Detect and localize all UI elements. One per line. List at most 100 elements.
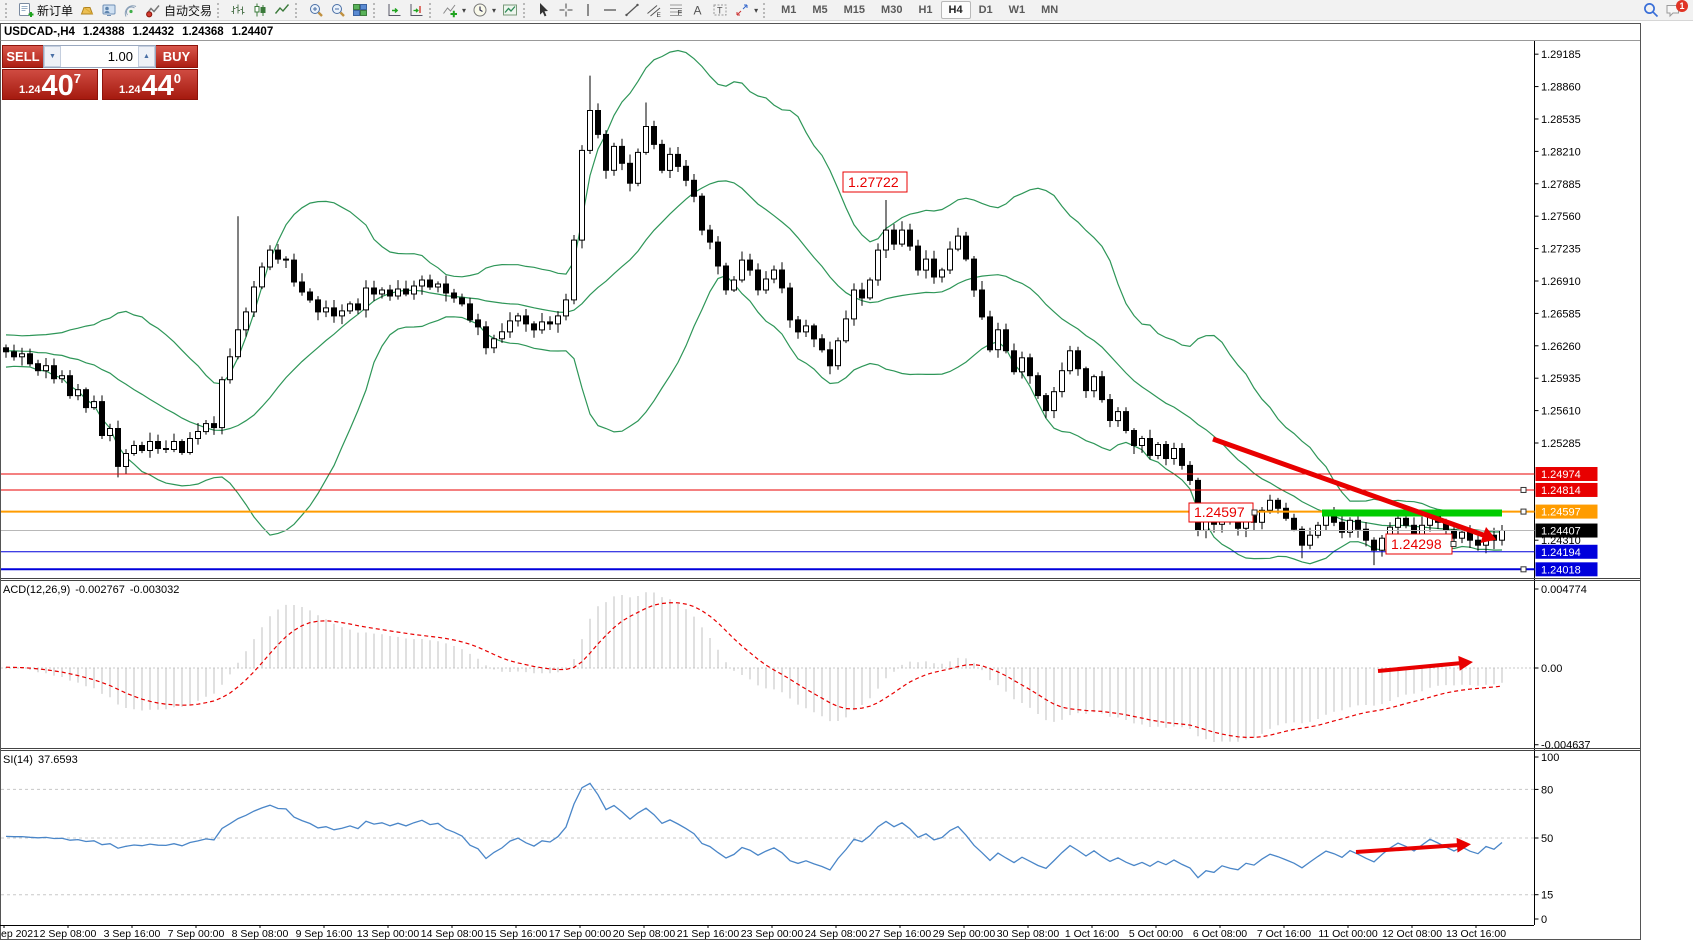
- metaeditor-button[interactable]: [98, 1, 120, 20]
- zoom-out-button[interactable]: [327, 1, 349, 20]
- time-axis: ep 2021 2 Sep 08:00 3 Sep 16:00 7 Sep 00:00…: [1, 925, 1506, 940]
- timeframe-mn[interactable]: MN: [1041, 4, 1059, 16]
- horizontal-line-button[interactable]: [599, 1, 621, 20]
- toolbar-drag-handle[interactable]: [523, 2, 529, 18]
- candle-body: [459, 297, 465, 305]
- line-handle[interactable]: [1520, 486, 1527, 493]
- toolbar-drag-handle[interactable]: [763, 2, 769, 18]
- equidistant-channel-button[interactable]: E: [643, 1, 665, 20]
- time-axis-label: 8 Sep 08:00: [232, 928, 289, 940]
- timeframe-d1[interactable]: D1: [978, 4, 993, 16]
- chart-shift-button[interactable]: [405, 1, 427, 20]
- candle-body: [827, 349, 833, 367]
- candle-body: [67, 375, 73, 397]
- timeframe-m1[interactable]: M1: [781, 4, 797, 16]
- candle-body: [1283, 507, 1289, 519]
- line-handle[interactable]: [1520, 566, 1527, 573]
- candle-body: [787, 287, 793, 321]
- rsi-header: SI(14) 37.6593: [3, 754, 83, 766]
- candle-body: [299, 281, 305, 293]
- candle-body: [859, 289, 865, 299]
- candle-body: [1051, 391, 1057, 412]
- timeframe-m30[interactable]: M30: [881, 4, 903, 16]
- notifications-button[interactable]: 1: [1662, 0, 1688, 20]
- new-order-button[interactable]: 新订单: [15, 1, 76, 20]
- candle-body: [1307, 534, 1313, 546]
- toolbar-drag-handle[interactable]: [5, 2, 11, 18]
- candle-body: [819, 338, 825, 351]
- time-axis-label: 3 Sep 16:00: [104, 928, 161, 940]
- candle-body: [1187, 464, 1193, 481]
- macd-signal-line: [5, 602, 1503, 739]
- trend-arrow-line[interactable]: [1377, 661, 1463, 673]
- volume-decrease-button[interactable]: ▼: [44, 46, 61, 67]
- periods-button[interactable]: ▾: [469, 1, 499, 20]
- line-handle[interactable]: [1520, 508, 1527, 515]
- indicators-button[interactable]: ▾: [439, 1, 469, 20]
- toolbar-drag-handle[interactable]: [429, 2, 435, 18]
- text-button[interactable]: A: [687, 1, 709, 20]
- candle-body: [1083, 368, 1089, 392]
- volume-increase-button[interactable]: ▲: [138, 46, 155, 67]
- tile-windows-button[interactable]: [349, 1, 371, 20]
- timeframe-h4[interactable]: H4: [940, 1, 971, 19]
- sell-price-display[interactable]: 1.24 40 7: [2, 69, 98, 101]
- toolbar-drag-handle[interactable]: [373, 2, 379, 18]
- trend-arrow-line[interactable]: [1355, 843, 1461, 854]
- timeframe-h1[interactable]: H1: [918, 4, 933, 16]
- vertical-line-icon: [580, 2, 596, 18]
- toolbar-drag-handle[interactable]: [217, 2, 223, 18]
- sell-price-sup: 7: [73, 71, 81, 86]
- trend-arrow-head[interactable]: [1480, 526, 1497, 544]
- signals-button[interactable]: [120, 1, 142, 20]
- candle-body: [715, 241, 721, 267]
- templates-button[interactable]: [499, 1, 521, 20]
- auto-scroll-button[interactable]: [383, 1, 405, 20]
- trendline-button[interactable]: [621, 1, 643, 20]
- text-label-button[interactable]: T: [709, 1, 731, 20]
- candle-body: [419, 279, 425, 287]
- time-axis-label: 21 Sep 16:00: [677, 928, 740, 940]
- sell-button[interactable]: SELL: [2, 45, 43, 68]
- cursor-button[interactable]: [533, 1, 555, 20]
- auto-trading-button[interactable]: 自动交易: [142, 1, 215, 20]
- callout-handle[interactable]: [1450, 541, 1457, 547]
- candlestick-chart-button[interactable]: [249, 1, 271, 20]
- price-callout-box[interactable]: [842, 171, 908, 193]
- volume-stepper: ▼ 1.00 ▲: [43, 45, 156, 68]
- candle-body: [803, 325, 809, 333]
- market-button[interactable]: [76, 1, 98, 20]
- candle-body: [675, 153, 681, 167]
- buy-price-display[interactable]: 1.24 44 0: [102, 69, 198, 101]
- svg-text:T: T: [717, 6, 723, 16]
- callout-handle[interactable]: [1251, 509, 1258, 516]
- crosshair-button[interactable]: [555, 1, 577, 20]
- vertical-line-button[interactable]: [577, 1, 599, 20]
- price-label-text: 1.24814: [1541, 485, 1581, 497]
- arrows-button[interactable]: ▾: [731, 1, 761, 20]
- candle-body: [875, 249, 881, 281]
- candle-body: [1379, 537, 1385, 551]
- trend-arrow-line[interactable]: [1212, 436, 1487, 539]
- candle-body: [1131, 430, 1137, 446]
- price-tick-label: 1.26260: [1541, 341, 1581, 353]
- zoom-in-button[interactable]: [305, 1, 327, 20]
- timeframe-m5[interactable]: M5: [812, 4, 828, 16]
- volume-input[interactable]: 1.00: [107, 49, 133, 64]
- candle-body: [139, 445, 145, 451]
- search-button[interactable]: [1640, 1, 1662, 20]
- bar-chart-button[interactable]: [227, 1, 249, 20]
- line-chart-button[interactable]: [271, 1, 293, 20]
- fibonacci-button[interactable]: F: [665, 1, 687, 20]
- candle-body: [443, 283, 449, 294]
- buy-button[interactable]: BUY: [156, 45, 198, 68]
- trend-arrow-head[interactable]: [1456, 837, 1471, 853]
- toolbar-drag-handle[interactable]: [295, 2, 301, 18]
- candle-body: [11, 351, 17, 358]
- symbol-timeframe: USDCAD-,H4: [4, 26, 75, 38]
- timeframe-m15[interactable]: M15: [843, 4, 866, 16]
- timeframe-w1[interactable]: W1: [1008, 4, 1026, 16]
- indicators-icon: [442, 2, 458, 18]
- trend-arrow-head[interactable]: [1458, 655, 1473, 671]
